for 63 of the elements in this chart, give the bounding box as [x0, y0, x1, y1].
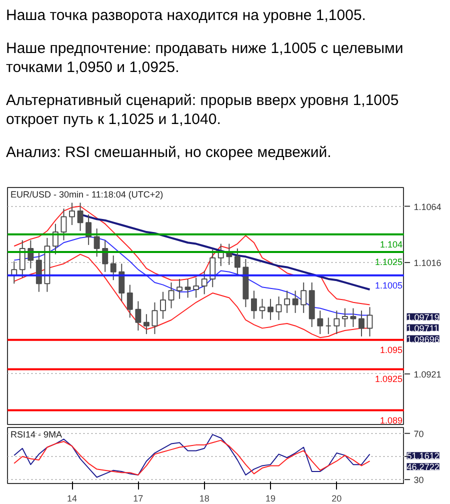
candlestick [110, 255, 116, 281]
x-tick-label: 20 [332, 494, 342, 504]
text: Анализ: RSI смешанный, но скорее медвежий. [6, 143, 332, 162]
ref-line-label: 1.095 [380, 344, 403, 355]
candlestick [77, 202, 84, 232]
text: 1.09696 [406, 334, 440, 344]
candlestick [69, 202, 75, 226]
candlestick [276, 296, 282, 320]
ref-line-label: 1.089 [380, 415, 403, 426]
candlestick [250, 290, 257, 320]
candlestick [268, 298, 274, 320]
candlestick [19, 240, 26, 278]
text: Наше предпочтение: продавать ниже 1,1005 с целевыми точками 1,0950 и 1,0925. [6, 39, 404, 77]
line-series [14, 440, 370, 476]
candlestick [126, 284, 133, 318]
text: 1.09719 [406, 312, 440, 322]
candlestick [292, 290, 298, 314]
candlestick [366, 306, 373, 337]
candlestick [143, 314, 150, 335]
candlestick [350, 308, 356, 328]
candlestick [358, 310, 364, 337]
candlestick [317, 310, 324, 335]
candlestick [210, 249, 216, 288]
text: Альтернативный сценарий: прорыв вверх уровня 1,1005 откроет путь к 1,1025 и 1,1040. [6, 91, 400, 129]
ref-line-label: 1.104 [380, 239, 403, 250]
chart-title: RSI14 - 9MA [10, 430, 62, 440]
candlestick [135, 300, 142, 332]
candlestick [36, 251, 42, 292]
chart-subtitle: EUR/USD - 30min - 11:18:04 (UTC+2) [10, 190, 164, 200]
candlestick [152, 302, 158, 335]
candlestick [60, 208, 67, 241]
candlestick [184, 278, 191, 298]
candlestick [259, 298, 266, 320]
y-tick-label: 1.0921 [414, 369, 442, 380]
x-tick-label: 18 [199, 494, 210, 504]
y-tick-label: 1.1064 [414, 202, 442, 212]
candlestick [176, 278, 183, 300]
x-tick-label: 14 [67, 494, 78, 504]
candlestick [160, 291, 166, 320]
candlestick [325, 317, 332, 335]
candlestick [334, 310, 340, 335]
text: 51.1612 [406, 451, 440, 462]
candlestick [193, 277, 200, 298]
line-series [14, 206, 370, 306]
candlestick [234, 248, 240, 276]
text: Наша точка разворота находится на уровне 1,1005. [6, 6, 367, 25]
candlestick [118, 263, 125, 302]
candlestick [342, 308, 348, 328]
x-tick-label: 19 [266, 494, 276, 504]
y-tick-label: 1.1016 [414, 258, 442, 268]
candlestick [201, 270, 208, 295]
ref-line-label: 1.1025 [374, 256, 403, 267]
candlestick [168, 282, 174, 309]
candlestick [300, 282, 307, 314]
text: 46.2722 [406, 462, 440, 472]
y-tick-label: 70 [414, 428, 424, 439]
x-tick-label: 17 [133, 494, 144, 504]
ref-line-label: 1.0925 [374, 374, 403, 384]
text: 1.09711 [406, 323, 439, 334]
candlestick [94, 228, 100, 258]
y-tick-label: 30 [414, 475, 424, 486]
ref-line-label: 1.1005 [374, 280, 403, 290]
candlestick [284, 290, 290, 314]
